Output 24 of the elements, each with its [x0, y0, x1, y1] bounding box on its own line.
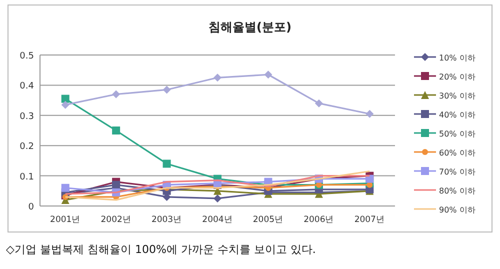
legend-label: 80% 이하 — [439, 186, 476, 196]
legend-label: 50% 이하 — [439, 130, 476, 138]
legend-label: 10% 이하 — [439, 54, 476, 62]
x-tick-label: 2003년 — [151, 215, 182, 225]
x-tick-label: 2002년 — [100, 215, 132, 225]
y-tick-label: 0.5 — [20, 52, 34, 62]
legend-label: 70% 이하 — [439, 168, 476, 176]
x-tick-label: 2005년 — [252, 215, 284, 225]
x-tick-label: 2007년 — [354, 215, 385, 225]
x-tick-label: 2004년 — [202, 215, 233, 225]
y-tick-label: 0.1 — [20, 172, 34, 182]
y-tick-label: 0.2 — [20, 142, 34, 152]
chart-title: 침해율별(분포) — [208, 20, 292, 34]
legend-label: 30% 이하 — [439, 92, 476, 100]
legend-label: 40% 이하 — [439, 110, 476, 120]
legend-label: 90% 이하 — [439, 206, 476, 214]
x-tick-label: 2006년 — [304, 215, 334, 225]
legend-label: 20% 이하 — [439, 72, 476, 82]
x-tick-label: 2001년 — [50, 215, 81, 225]
y-tick-label: 0 — [28, 202, 34, 212]
legend-label: 60% 이하 — [439, 148, 476, 158]
y-tick-label: 0.3 — [20, 112, 34, 122]
y-tick-label: 0.4 — [20, 82, 34, 92]
text: ◇기업 불법복제 침해율이 100%에 가까운 수치를 보이고 있다. — [6, 243, 316, 256]
